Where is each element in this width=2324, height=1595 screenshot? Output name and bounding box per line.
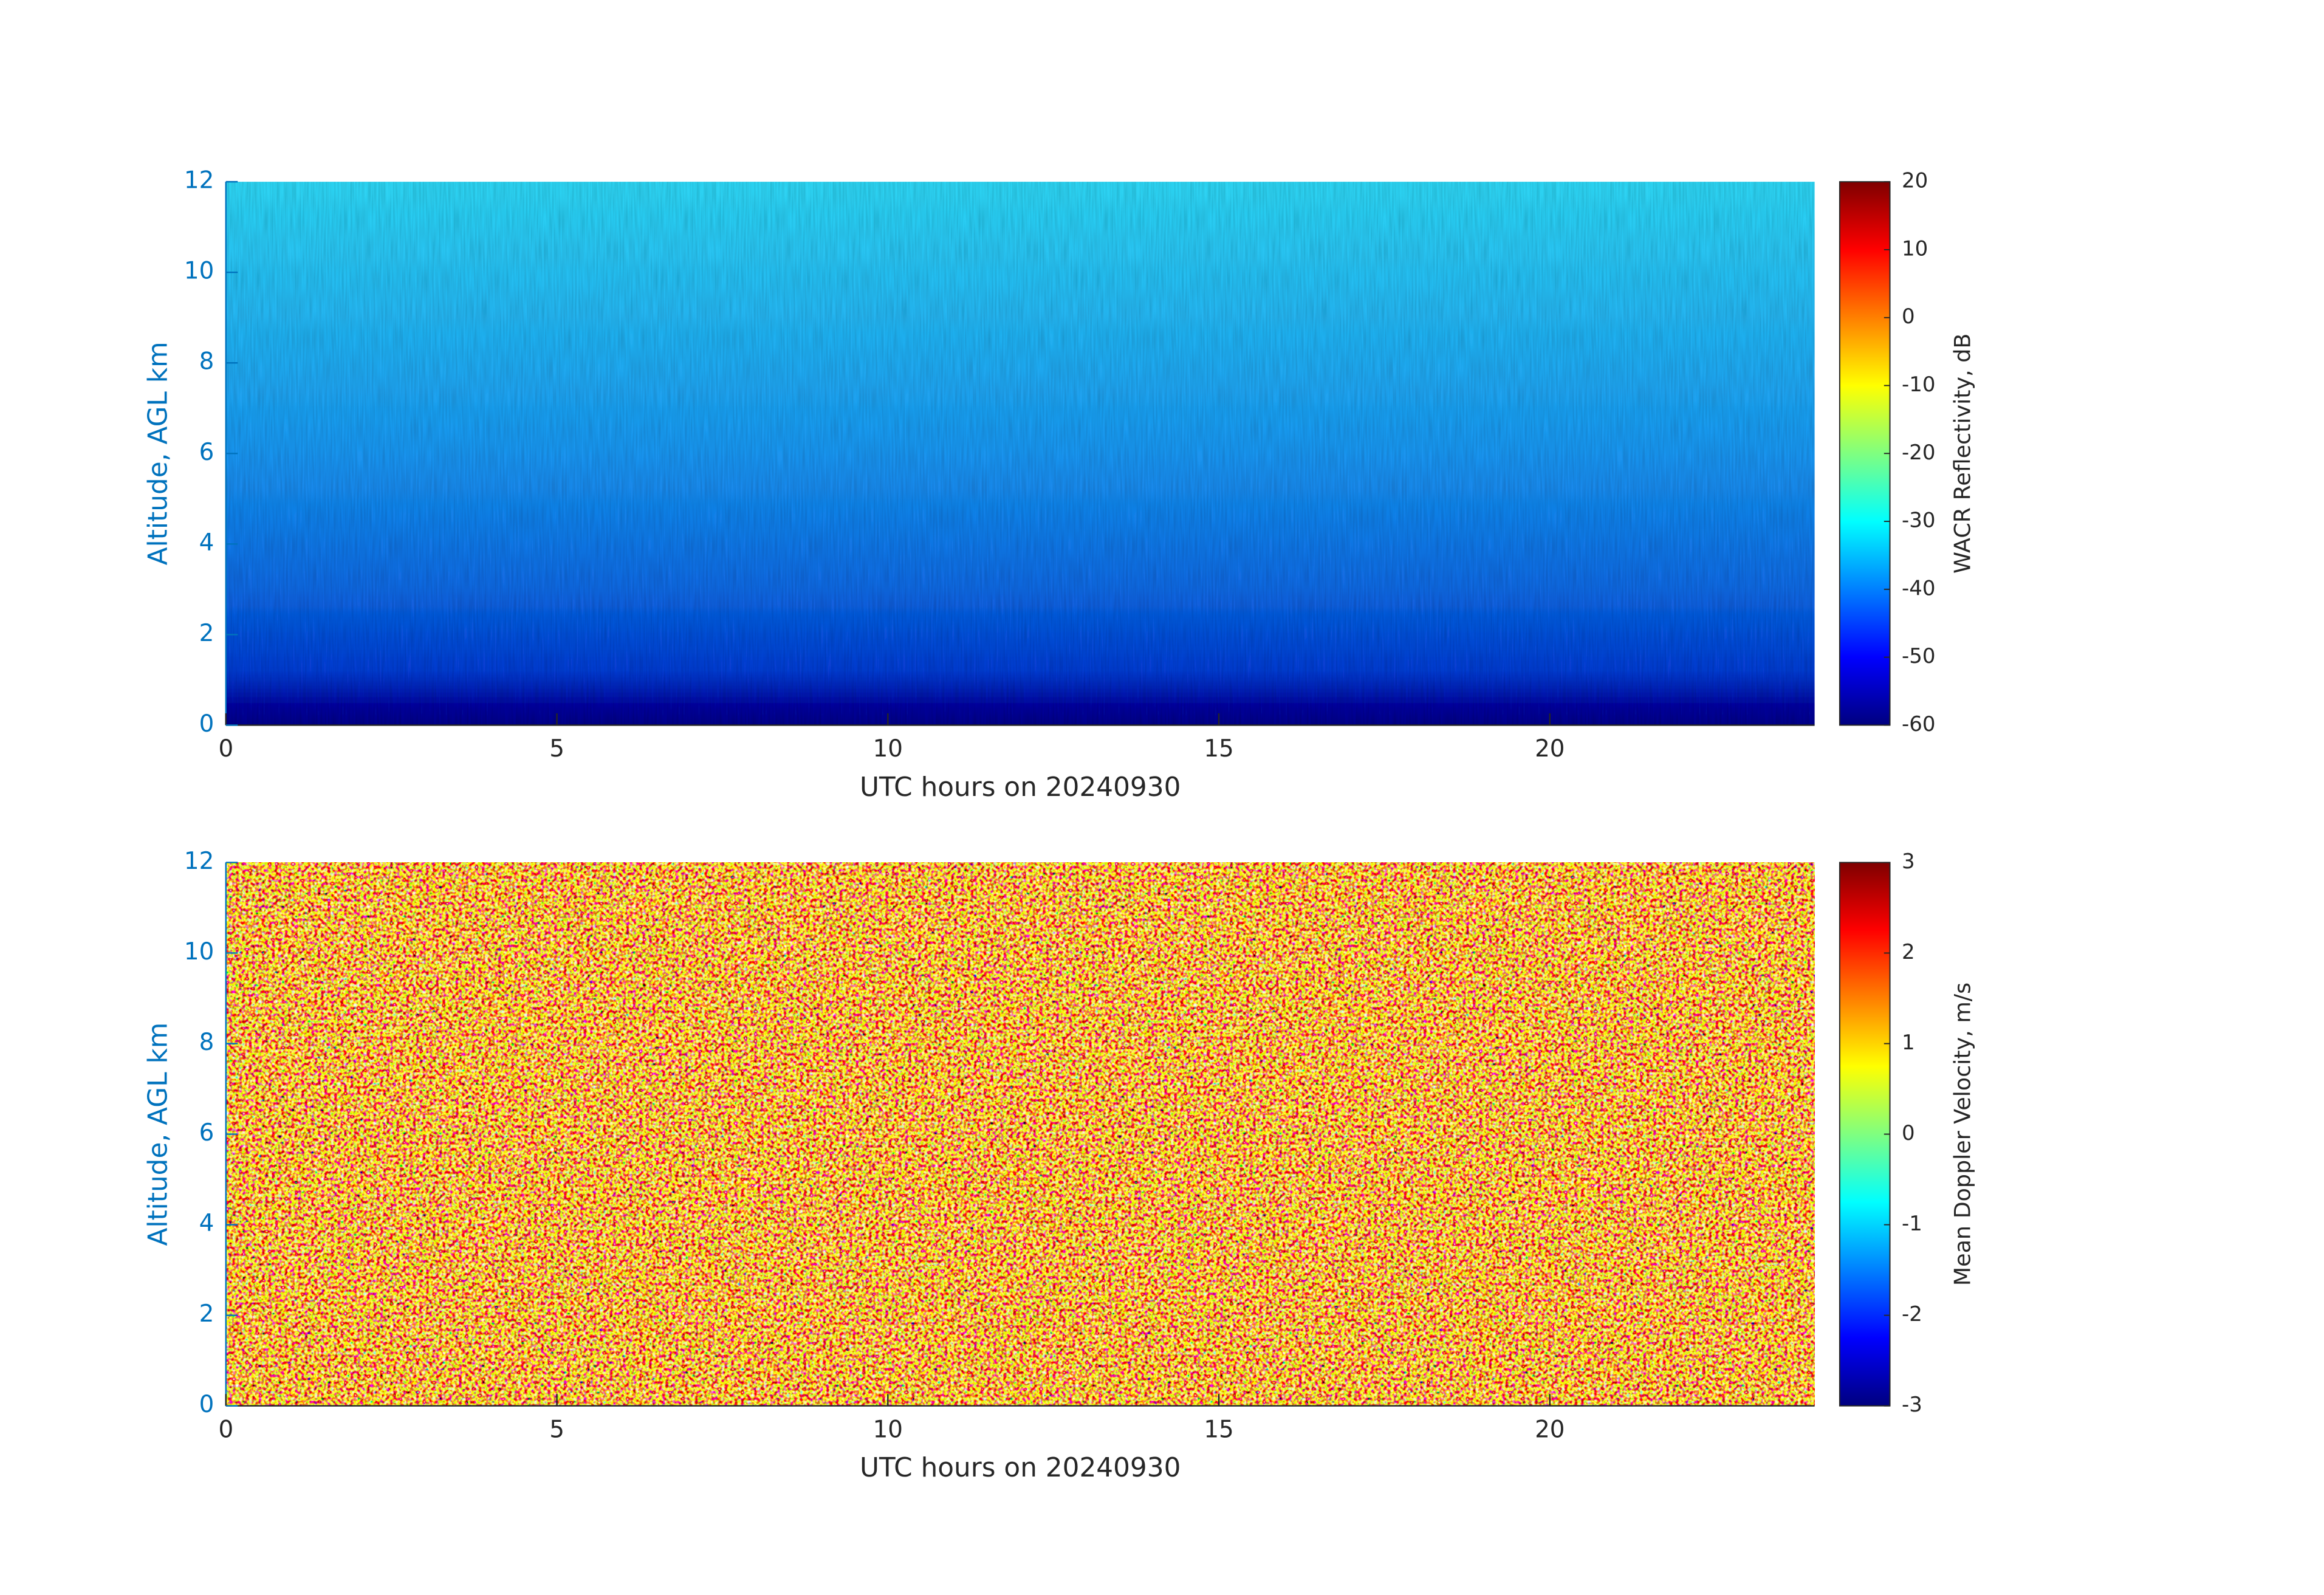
colorbar-tick-label: -10	[1902, 372, 1936, 397]
colorbar-tick-label: -40	[1902, 576, 1936, 600]
colorbar-tick-label: -30	[1902, 509, 1936, 533]
x-tick-label: 0	[218, 1416, 233, 1444]
colorbar-tick-label: 2	[1902, 940, 1915, 964]
y-tick-label: 6	[199, 1119, 214, 1147]
colorbar-tick-label: 1	[1902, 1031, 1915, 1055]
colorbar	[1839, 862, 1891, 1407]
y-tick-label: 10	[184, 258, 214, 285]
colorbar-tick-label: -2	[1902, 1302, 1922, 1326]
x-tick-label: 0	[218, 735, 233, 763]
colorbar-label: Mean Doppler Velocity, m/s	[1950, 983, 1976, 1286]
y-tick-label: 0	[199, 1391, 214, 1418]
x-tick-label: 15	[1204, 735, 1233, 763]
colorbar	[1839, 181, 1891, 726]
x-tick-label: 5	[549, 735, 564, 763]
y-tick-label: 2	[199, 620, 214, 647]
y-tick-label: 8	[199, 348, 214, 376]
colorbar-tick-label: -60	[1902, 712, 1936, 736]
colorbar-tick-label: 20	[1902, 169, 1928, 193]
x-tick-label: 20	[1535, 735, 1565, 763]
y-tick-label: 12	[184, 848, 214, 875]
y-tick-label: 6	[199, 439, 214, 466]
colorbar-tick-label: -20	[1902, 441, 1936, 465]
x-axis-label: UTC hours on 20240930	[860, 772, 1181, 803]
x-tick-label: 15	[1204, 1416, 1233, 1444]
y-axis-label: Altitude, AGL km	[142, 341, 173, 565]
colorbar-tick-label: -3	[1902, 1393, 1922, 1417]
heatmap-field	[225, 182, 1815, 725]
x-tick-label: 10	[873, 1416, 903, 1444]
y-tick-label: 4	[199, 529, 214, 557]
heatmap-field	[225, 862, 1815, 1406]
colorbar-tick-label: 3	[1902, 849, 1915, 874]
colorbar-label: WACR Reflectivity, dB	[1950, 334, 1976, 574]
x-tick-label: 5	[549, 1416, 564, 1444]
colorbar-tick-label: 10	[1902, 236, 1928, 261]
y-axis-label: Altitude, AGL km	[142, 1023, 173, 1246]
x-tick-label: 20	[1535, 1416, 1565, 1444]
y-tick-label: 0	[199, 710, 214, 738]
y-tick-label: 12	[184, 167, 214, 194]
colorbar-tick-label: 0	[1902, 304, 1915, 329]
y-tick-label: 2	[199, 1300, 214, 1328]
colorbar-tick-label: -1	[1902, 1212, 1922, 1236]
y-tick-label: 10	[184, 938, 214, 966]
y-tick-label: 4	[199, 1210, 214, 1237]
x-axis-label: UTC hours on 20240930	[860, 1452, 1181, 1483]
colorbar-tick-label: -50	[1902, 644, 1936, 668]
colorbar-tick-label: 0	[1902, 1121, 1915, 1145]
x-tick-label: 10	[873, 735, 903, 763]
y-tick-label: 8	[199, 1029, 214, 1056]
